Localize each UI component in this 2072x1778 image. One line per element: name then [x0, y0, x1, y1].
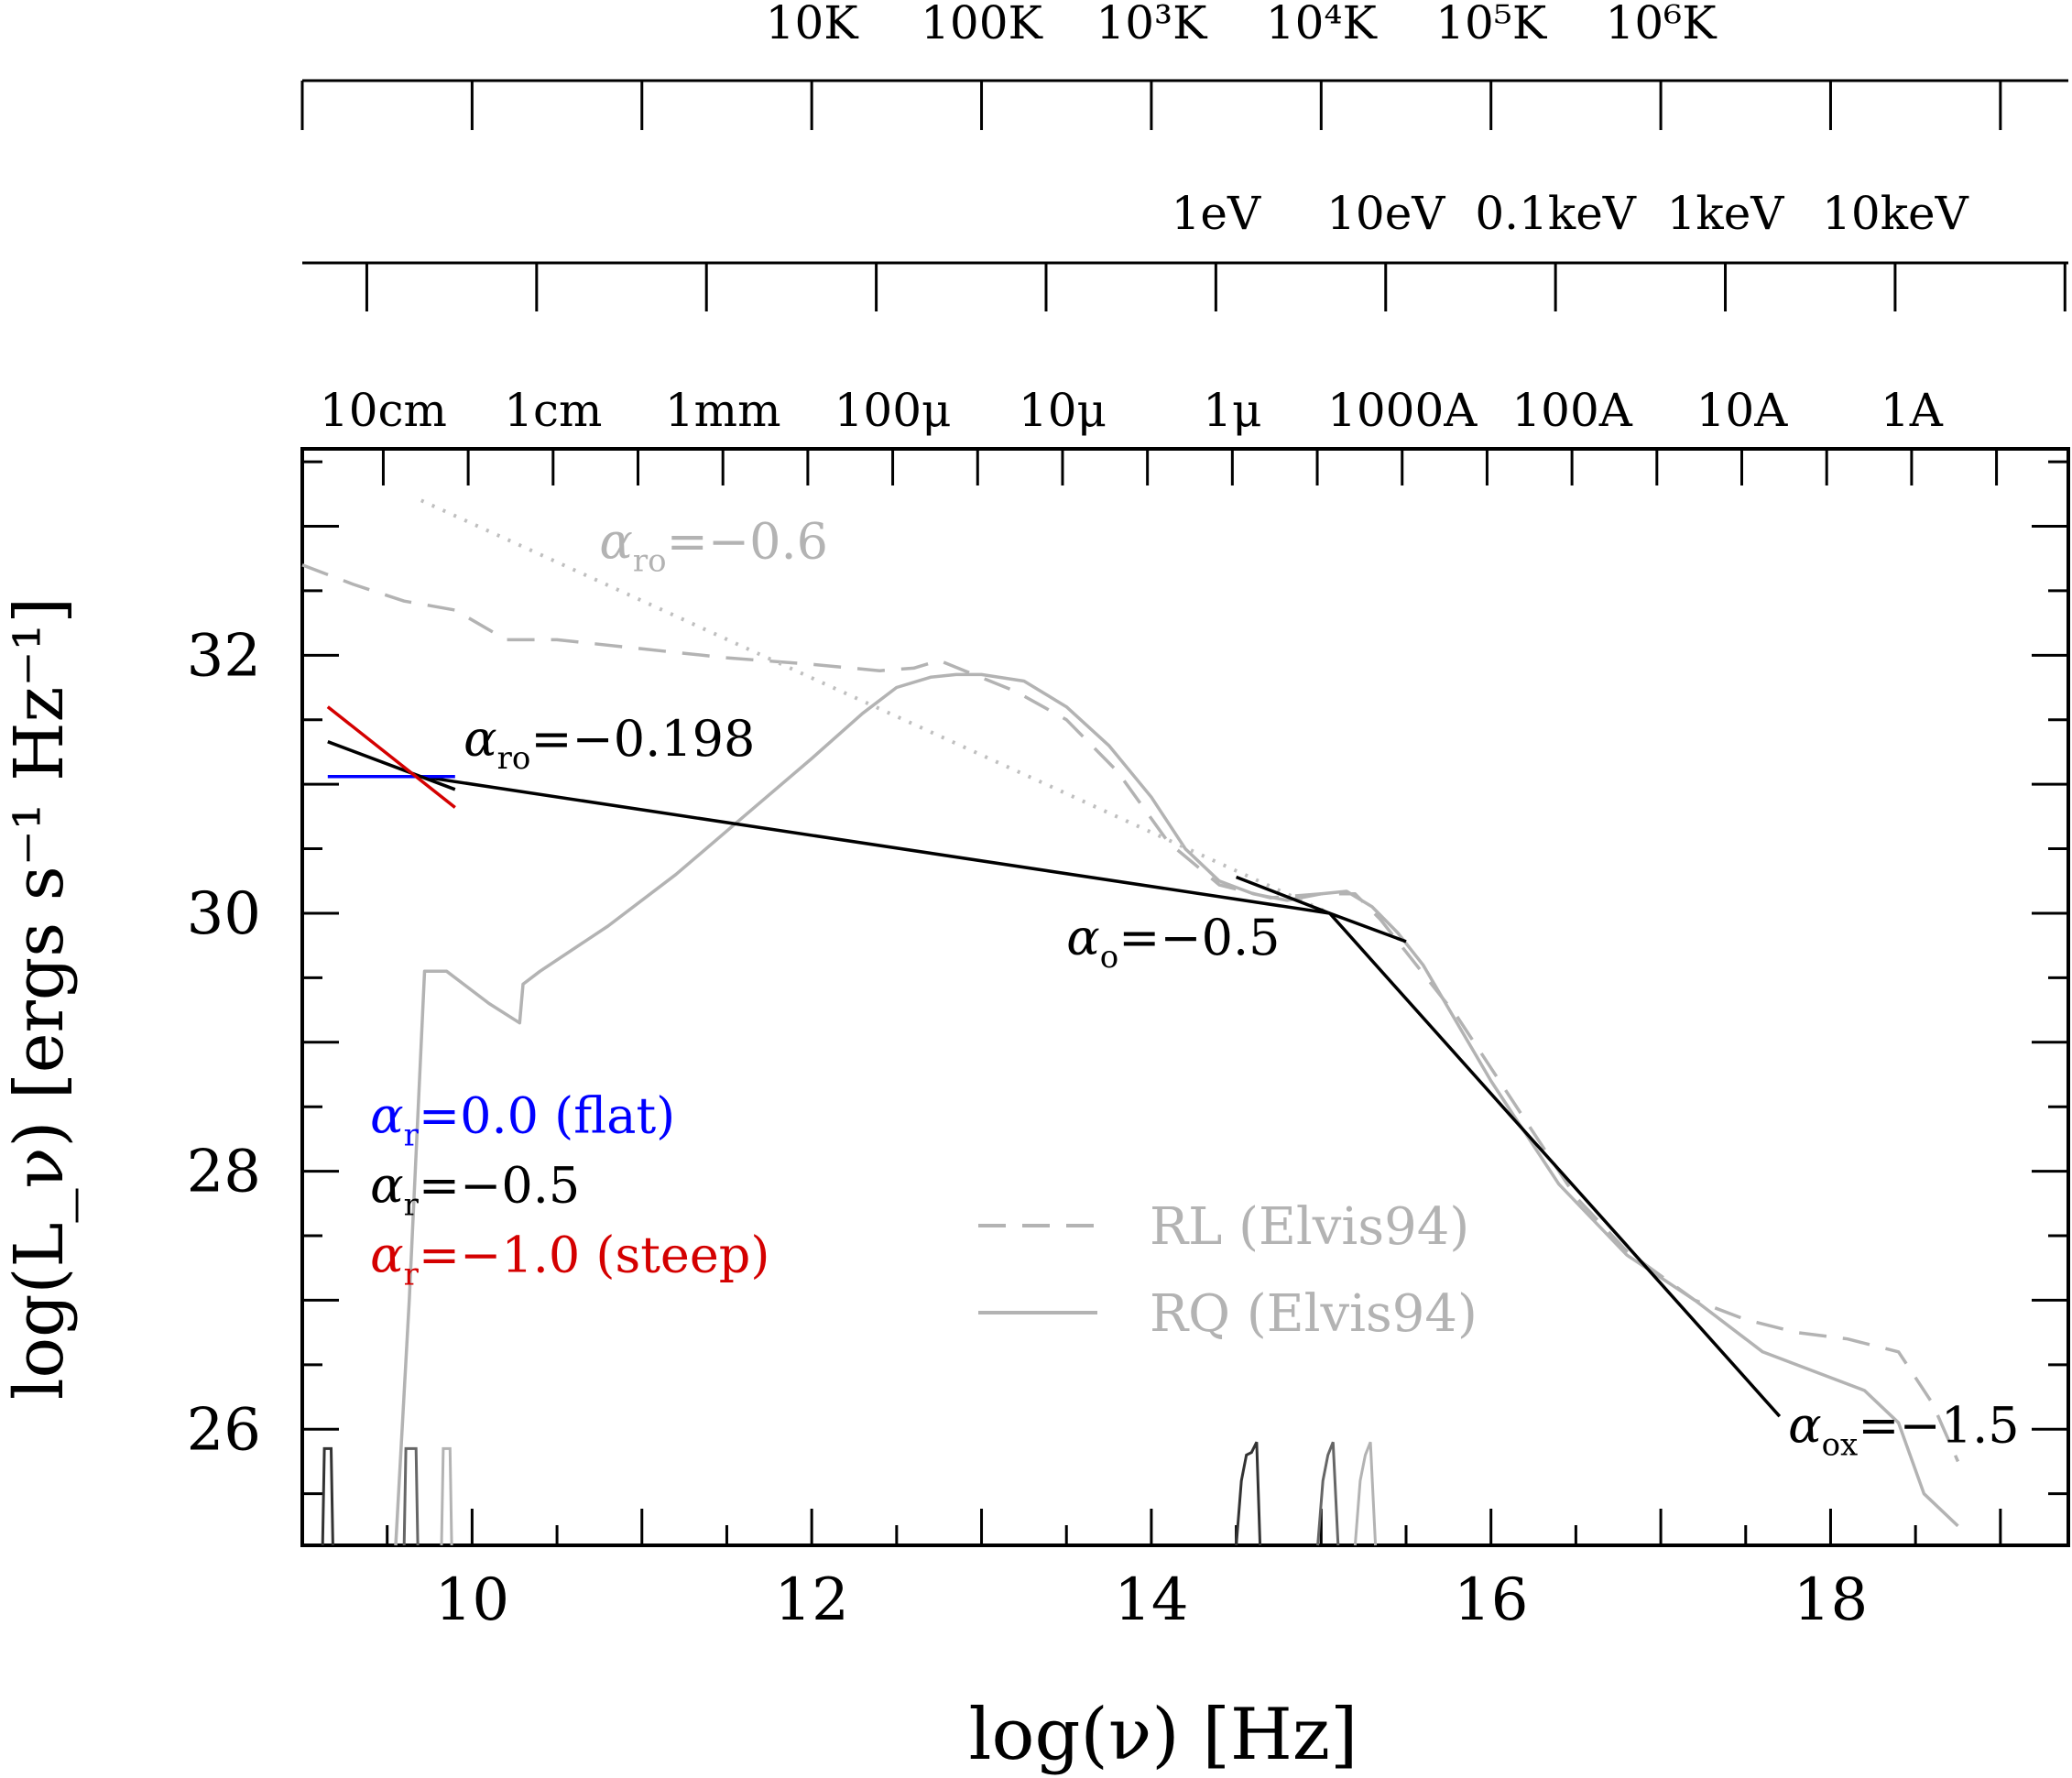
- energy-label: 10keV: [1822, 187, 1969, 240]
- annotation-label: αr=−1.0 (steep): [370, 1226, 769, 1293]
- y-tick-label: 30: [187, 880, 261, 948]
- y-tick-label: 28: [187, 1139, 261, 1206]
- annotation-label: αo=−0.5: [1066, 909, 1280, 976]
- y-axis-title: log(L_ν) [ergs s⁻¹ Hz⁻¹]: [0, 597, 79, 1400]
- temperature-label: 10⁵K: [1435, 0, 1548, 49]
- x-tick-label: 18: [1794, 1566, 1868, 1634]
- x-tick-labels: 10 12 14 16 18: [435, 1566, 1869, 1634]
- filter-curve: [440, 1446, 453, 1546]
- legend-label-rq: RQ (Elvis94): [1150, 1284, 1478, 1344]
- temperature-label: 10K: [766, 0, 860, 49]
- filter-curve: [1316, 1441, 1340, 1546]
- wavelength-label: 1A: [1881, 384, 1944, 437]
- series-layer: [301, 498, 1960, 1546]
- annotation-label: αox=−1.5: [1788, 1396, 2019, 1463]
- wavelength-label: 1cm: [504, 384, 602, 437]
- energy-label: 0.1keV: [1475, 187, 1636, 240]
- energy-label: 1eV: [1172, 187, 1261, 240]
- plot-frame: [300, 447, 2070, 1547]
- filter-curve: [321, 1446, 334, 1546]
- temperature-label: 100K: [921, 0, 1043, 49]
- wavelength-label: 1000A: [1327, 384, 1478, 437]
- y-tick-label: 32: [187, 622, 261, 690]
- annotation-label: αr=−0.5: [370, 1156, 580, 1223]
- frame-ticks: [302, 449, 2068, 1545]
- energy-label: 10eV: [1326, 187, 1445, 240]
- series-line: [420, 498, 1331, 915]
- filter-curves: [321, 1441, 1378, 1546]
- wavelength-label: 1mm: [665, 384, 781, 437]
- x-tick-label: 10: [435, 1566, 509, 1634]
- x-axis-title: log(ν) [Hz]: [969, 1694, 1358, 1776]
- series-line: [420, 774, 1330, 915]
- wavelength-label: 100A: [1511, 384, 1632, 437]
- series-line: [301, 563, 1960, 1463]
- y-tick-labels: 26 28 30 32: [187, 622, 261, 1464]
- wavelength-label: 10μ: [1019, 384, 1107, 437]
- series-line: [327, 740, 456, 791]
- temperature-label: 10⁴K: [1266, 0, 1379, 49]
- wavelength-label: 10cm: [320, 384, 447, 437]
- wavelength-label: 1μ: [1203, 384, 1261, 437]
- x-tick-label: 16: [1454, 1566, 1528, 1634]
- series-line: [326, 705, 456, 809]
- filter-curve: [1353, 1441, 1378, 1546]
- temperature-label: 10³K: [1096, 0, 1208, 49]
- temperature-axis: 10K 100K 10³K 10⁴K 10⁵K 10⁶K: [300, 0, 2068, 130]
- energy-axis: 1eV 10eV 0.1keV 1keV 10keV: [302, 187, 2068, 311]
- filter-curve: [402, 1446, 420, 1546]
- x-tick-label: 12: [774, 1566, 848, 1634]
- annotation-label: αr=0.0 (flat): [370, 1086, 675, 1153]
- temperature-label: 10⁶K: [1606, 0, 1718, 49]
- y-tick-label: 26: [187, 1396, 261, 1464]
- wavelength-axis-labels: 10cm 1cm 1mm 100μ 10μ 1μ 1000A 100A 10A 1A: [320, 384, 1944, 437]
- annotation-label: αro=−0.198: [463, 710, 755, 777]
- wavelength-label: 100μ: [834, 384, 952, 437]
- x-tick-label: 14: [1114, 1566, 1188, 1634]
- series-line: [1328, 911, 1782, 1418]
- wavelength-label: 10A: [1696, 384, 1789, 437]
- filter-curve: [1235, 1441, 1262, 1546]
- energy-label: 1keV: [1667, 187, 1785, 240]
- annotations: αro=−0.6 αro=−0.198 αo=−0.5 αox=−1.5 αr=0.0 …: [370, 513, 2019, 1464]
- legend-label-rl: RL (Elvis94): [1150, 1197, 1469, 1257]
- legend: RL (Elvis94) RQ (Elvis94): [978, 1197, 1478, 1344]
- annotation-label: αro=−0.6: [599, 513, 828, 580]
